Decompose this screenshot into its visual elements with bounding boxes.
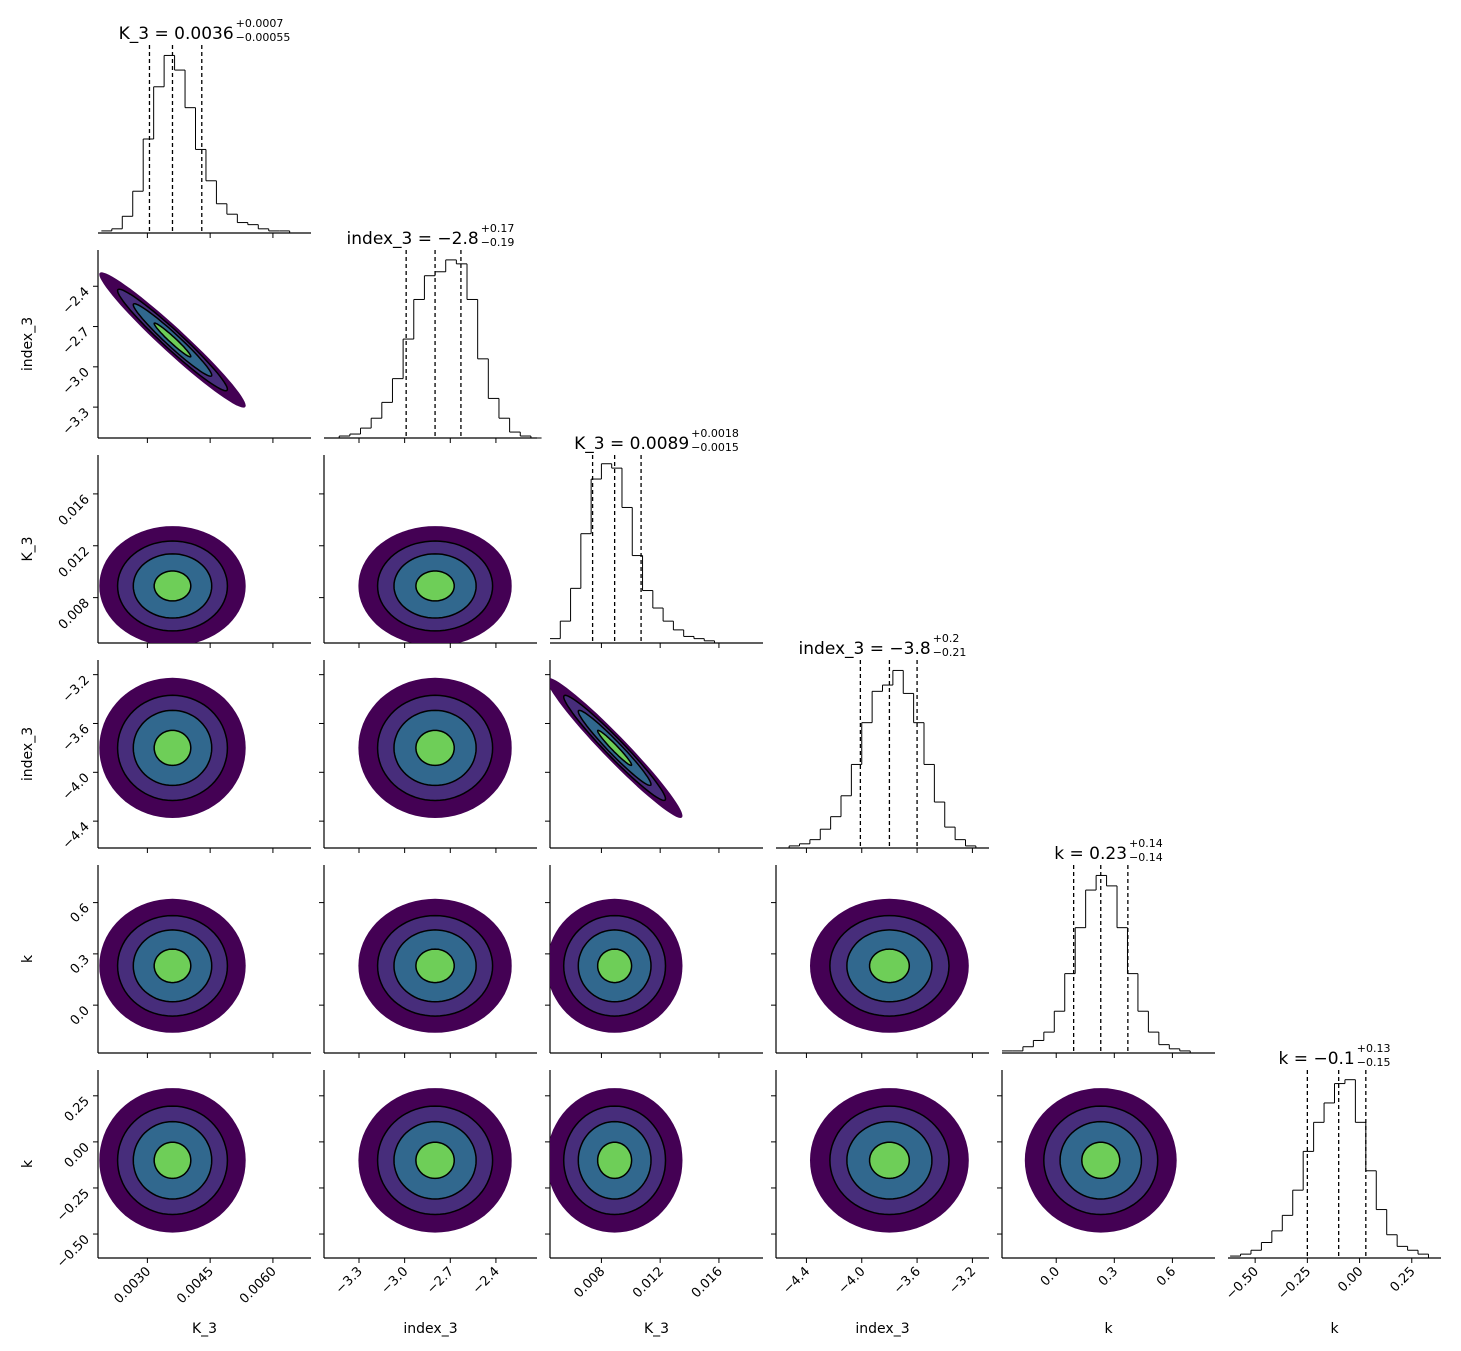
contour [153, 1141, 192, 1180]
panel-title: K_3 = 0.0089 [574, 434, 689, 454]
x-tick-label: −3.6 [891, 1264, 924, 1297]
x-tick-label: 0.0030 [111, 1264, 154, 1307]
x-tick-label: −0.25 [1275, 1264, 1314, 1303]
panel-title: K_3 = 0.0036 [119, 24, 234, 44]
y-tick-label: −3.2 [60, 673, 93, 706]
y-tick-label: 0.012 [56, 544, 93, 581]
y-axis-label: k [20, 1159, 36, 1168]
title-lower: −0.0015 [691, 441, 739, 454]
contour-panel [99, 677, 246, 818]
y-axis-label: index_3 [20, 727, 36, 781]
x-tick-label: 0.008 [571, 1264, 608, 1301]
x-axis-label: K_3 [644, 1321, 669, 1337]
y-tick-label: −2.7 [60, 325, 93, 358]
title-lower: −0.19 [481, 236, 515, 249]
title-upper: +0.13 [1357, 1042, 1391, 1055]
title-lower: −0.00055 [236, 31, 291, 44]
contour-panel [550, 678, 683, 818]
y-axis-label: index_3 [20, 317, 36, 371]
panel-title: k = −0.1 [1279, 1049, 1355, 1069]
contour-panel [358, 1088, 512, 1233]
title-lower: −0.14 [1129, 851, 1163, 864]
x-tick-label: 0.016 [689, 1264, 726, 1301]
title-upper: +0.0018 [691, 427, 739, 440]
x-tick-label: −2.7 [424, 1264, 457, 1297]
contour-panel [99, 526, 246, 643]
title-lower: −0.15 [1357, 1056, 1391, 1069]
contour [868, 1141, 911, 1180]
x-tick-label: 0.012 [630, 1264, 667, 1301]
contour-panel [550, 898, 683, 1033]
y-tick-label: 0.00 [62, 1140, 93, 1171]
y-tick-label: −4.0 [60, 771, 93, 804]
y-tick-label: 0.6 [68, 901, 93, 926]
y-axis-label: K_3 [20, 536, 36, 561]
x-tick-label: −3.3 [333, 1264, 366, 1297]
y-tick-label: 0.0 [68, 1003, 93, 1028]
contour [153, 570, 192, 602]
contour [596, 729, 633, 767]
contour-panel [550, 1088, 683, 1233]
contour [596, 1141, 633, 1180]
y-tick-label: 0.008 [56, 596, 93, 633]
contour-panel [358, 898, 512, 1033]
contour-panel [810, 898, 969, 1033]
contour-panel [99, 898, 246, 1033]
x-tick-label: −3.0 [379, 1264, 412, 1297]
contour [153, 948, 192, 984]
x-tick-label: 0.6 [1154, 1264, 1179, 1289]
x-tick-label: 0.0060 [237, 1264, 280, 1307]
x-axis-label: k [1330, 1321, 1339, 1337]
y-axis-label: k [20, 954, 36, 963]
title-upper: +0.0007 [236, 17, 284, 30]
contour-panel [99, 272, 246, 408]
y-tick-label: −4.4 [60, 819, 93, 852]
contour-panel [99, 1088, 246, 1233]
x-tick-label: 0.0045 [174, 1264, 217, 1307]
title-upper: +0.2 [933, 632, 960, 645]
x-axis-label: k [1104, 1321, 1113, 1337]
x-tick-label: −0.50 [1223, 1264, 1262, 1303]
x-tick-label: −2.4 [470, 1264, 503, 1297]
title-upper: +0.17 [481, 222, 515, 235]
contour [596, 948, 633, 984]
y-tick-label: 0.016 [56, 492, 93, 529]
contour [868, 948, 911, 984]
y-tick-label: 0.25 [62, 1094, 93, 1125]
contour [415, 1141, 455, 1180]
x-tick-label: 0.25 [1388, 1264, 1419, 1295]
x-axis-label: K_3 [192, 1321, 217, 1337]
x-tick-label: 0.0 [1038, 1264, 1063, 1289]
contour-panel [358, 677, 512, 818]
panel-title: k = 0.23 [1054, 844, 1127, 864]
x-tick-label: −3.2 [946, 1264, 979, 1297]
title-lower: −0.21 [933, 646, 967, 659]
contour [153, 729, 192, 767]
contour [415, 948, 455, 984]
contour [415, 729, 455, 767]
contour-panel [1024, 1088, 1177, 1233]
x-tick-label: −4.0 [836, 1264, 869, 1297]
y-tick-label: −3.0 [60, 365, 93, 398]
contour-panel [810, 1088, 969, 1233]
x-tick-label: 0.00 [1335, 1264, 1366, 1295]
x-tick-label: 0.3 [1096, 1264, 1121, 1289]
title-upper: +0.14 [1129, 837, 1163, 850]
panel-title: index_3 = −3.8 [799, 639, 931, 659]
y-tick-label: −0.25 [54, 1186, 93, 1225]
contour [153, 322, 192, 358]
y-tick-label: −2.4 [60, 284, 93, 317]
y-tick-label: 0.3 [68, 952, 93, 977]
contour [1081, 1141, 1121, 1180]
y-tick-label: −3.6 [60, 722, 93, 755]
contour [415, 570, 455, 602]
y-tick-label: −0.50 [54, 1232, 93, 1271]
x-tick-label: −4.4 [780, 1264, 813, 1297]
x-axis-label: index_3 [403, 1321, 457, 1337]
y-tick-label: −3.3 [60, 405, 93, 438]
x-axis-label: index_3 [855, 1321, 909, 1337]
contour-panel [358, 526, 512, 643]
panel-title: index_3 = −2.8 [347, 229, 479, 249]
